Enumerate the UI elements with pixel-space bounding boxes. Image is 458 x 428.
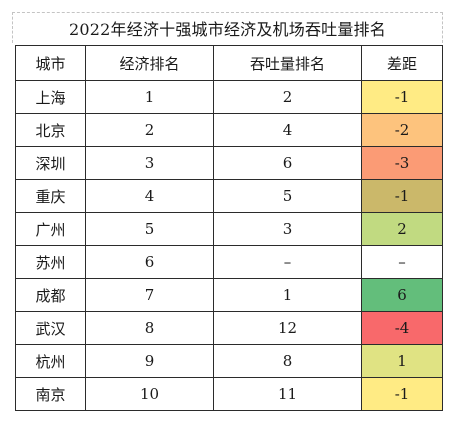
cell-gap: 2 [361,212,443,246]
table-row: 武汉 8 12 -4 [15,311,443,345]
ranking-table: 城市 经济排名 吞吐量排名 差距 上海 1 2 -1 北京 2 4 -2 深圳 3 6 -3 重庆 4 5-… [15,45,443,411]
table-row: 北京 2 4 -2 [15,113,443,147]
cell-throughput-rank: 4 [213,113,362,147]
table-row: 广州 5 3 2 [15,212,443,246]
table-row: 南京 10 11 -1 [15,377,443,411]
cell-gap: 1 [361,344,443,378]
cell-economy-rank: 7 [85,278,214,312]
cell-throughput-rank: 11 [213,377,362,411]
cell-gap: -1 [361,377,443,411]
cell-economy-rank: 9 [85,344,214,378]
cell-city: 苏州 [15,245,86,279]
header-city: 城市 [15,45,86,81]
cell-economy-rank: 5 [85,212,214,246]
cell-city: 杭州 [15,344,86,378]
cell-gap: -2 [361,113,443,147]
cell-city: 广州 [15,212,86,246]
cell-gap: -1 [361,80,443,114]
table-title: 2022年经济十强城市经济及机场吞吐量排名 [12,12,443,43]
cell-gap: 6 [361,278,443,312]
cell-economy-rank: 4 [85,179,214,213]
cell-throughput-rank: 6 [213,146,362,180]
cell-city: 上海 [15,80,86,114]
cell-throughput-rank: 5 [213,179,362,213]
cell-city: 成都 [15,278,86,312]
cell-gap: -4 [361,311,443,345]
header-row: 城市 经济排名 吞吐量排名 差距 [15,45,443,81]
cell-economy-rank: 10 [85,377,214,411]
header-gap: 差距 [361,45,443,81]
cell-economy-rank: 2 [85,113,214,147]
cell-throughput-rank: – [213,245,362,279]
cell-city: 重庆 [15,179,86,213]
cell-gap: – [361,245,443,279]
cell-throughput-rank: 12 [213,311,362,345]
cell-city: 武汉 [15,311,86,345]
header-economy-rank: 经济排名 [85,45,214,81]
cell-economy-rank: 8 [85,311,214,345]
cell-economy-rank: 3 [85,146,214,180]
cell-throughput-rank: 2 [213,80,362,114]
table-body: 上海 1 2 -1 北京 2 4 -2 深圳 3 6 -3 重庆 4 5 -1 广州 5 3 2 苏州 6– – 成都 7 1 6 武… [15,80,443,411]
table-row: 深圳 3 6 -3 [15,146,443,180]
cell-throughput-rank: 8 [213,344,362,378]
header-throughput-rank: 吞吐量排名 [213,45,362,81]
cell-gap: -3 [361,146,443,180]
cell-economy-rank: 1 [85,80,214,114]
cell-city: 深圳 [15,146,86,180]
cell-throughput-rank: 3 [213,212,362,246]
table-row: 成都 7 1 6 [15,278,443,312]
cell-economy-rank: 6 [85,245,214,279]
cell-gap: -1 [361,179,443,213]
cell-throughput-rank: 1 [213,278,362,312]
cell-city: 北京 [15,113,86,147]
cell-city: 南京 [15,377,86,411]
table-row: 杭州 9 8 1 [15,344,443,378]
table-row: 上海 1 2 -1 [15,80,443,114]
table-row: 苏州 6– – [15,245,443,279]
table-row: 重庆 4 5 -1 [15,179,443,213]
